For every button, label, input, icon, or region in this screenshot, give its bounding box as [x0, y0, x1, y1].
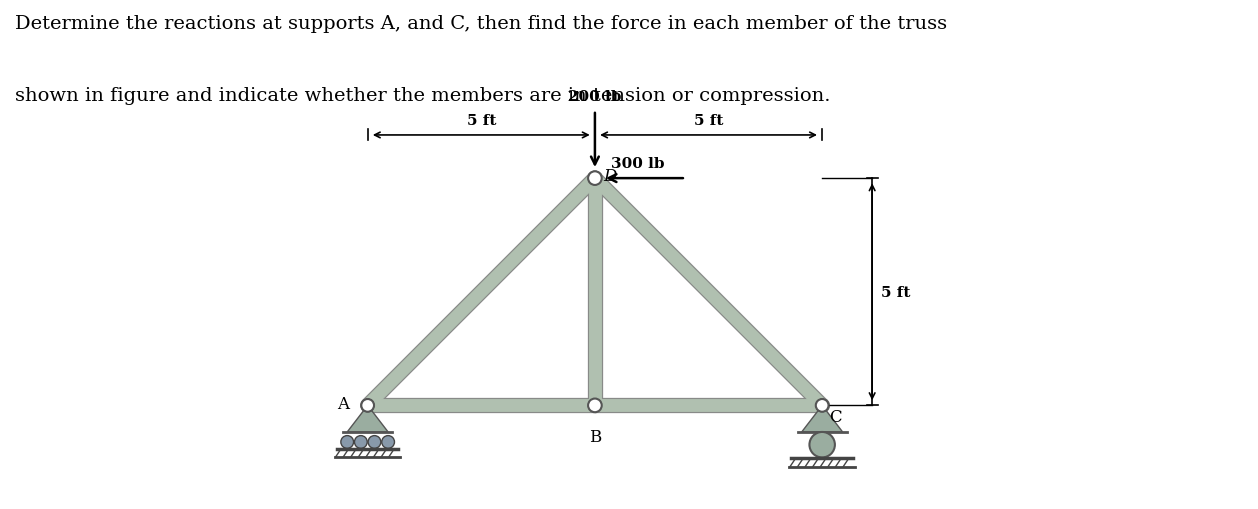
Circle shape: [361, 399, 374, 412]
Circle shape: [587, 399, 601, 412]
Text: B: B: [589, 428, 601, 445]
Circle shape: [362, 400, 374, 411]
Circle shape: [587, 172, 601, 186]
Text: 300 lb: 300 lb: [611, 157, 664, 171]
Circle shape: [815, 399, 829, 412]
Circle shape: [816, 400, 828, 411]
Text: shown in figure and indicate whether the members are in tension or compression.: shown in figure and indicate whether the…: [15, 87, 830, 104]
Circle shape: [369, 436, 381, 448]
Circle shape: [381, 436, 395, 448]
Circle shape: [341, 436, 353, 448]
Text: 200 lb: 200 lb: [569, 90, 621, 104]
Text: C: C: [829, 408, 842, 425]
Circle shape: [355, 436, 367, 448]
Text: 5 ft: 5 ft: [467, 114, 496, 128]
Polygon shape: [347, 406, 389, 432]
Text: A: A: [337, 395, 350, 412]
Circle shape: [809, 432, 835, 458]
Polygon shape: [801, 406, 843, 432]
Text: 5 ft: 5 ft: [882, 285, 911, 299]
Text: 5 ft: 5 ft: [694, 114, 723, 128]
Text: D: D: [603, 168, 616, 185]
Text: Determine the reactions at supports A, and C, then find the force in each member: Determine the reactions at supports A, a…: [15, 15, 947, 33]
